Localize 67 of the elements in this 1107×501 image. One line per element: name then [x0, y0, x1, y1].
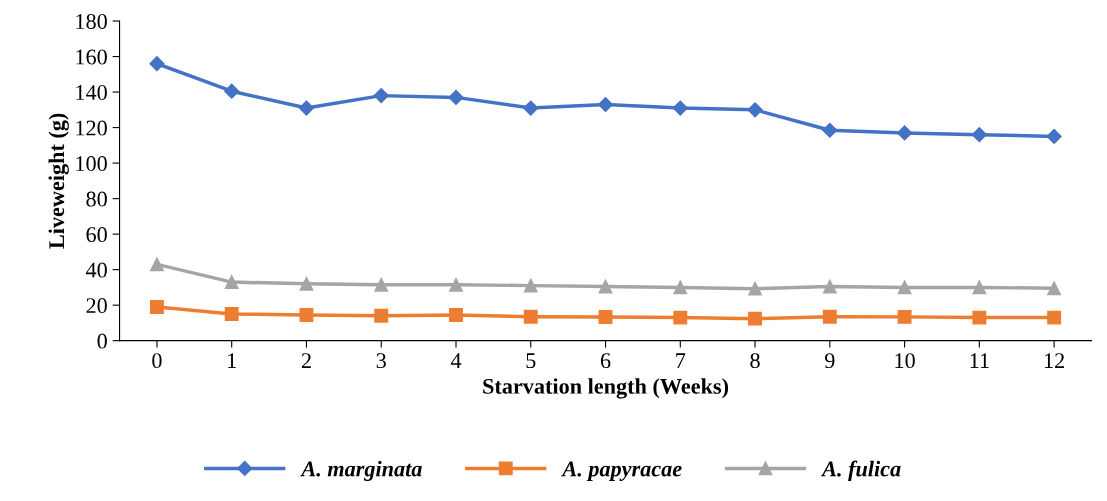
point [673, 310, 688, 325]
point [597, 96, 614, 113]
x-tick-label: 4 [450, 353, 462, 368]
legend-label: A. papyracae [561, 461, 682, 481]
x-tick-label: 1 [228, 353, 236, 368]
x-tick-label: 8 [750, 353, 760, 369]
point [598, 310, 613, 325]
point [299, 276, 314, 291]
point [224, 83, 240, 99]
point [449, 307, 463, 322]
point [822, 122, 838, 138]
y-tick-label: 40 [85, 262, 107, 278]
point [972, 310, 987, 325]
legend-label: A. fulica [821, 460, 901, 481]
y-tick-label: 140 [76, 85, 107, 100]
point [448, 89, 464, 105]
point [449, 277, 463, 292]
point [224, 307, 239, 321]
point [747, 102, 763, 118]
point [149, 299, 164, 314]
point [748, 281, 763, 296]
point [1046, 128, 1062, 145]
point [374, 308, 389, 323]
y-tick-label: 20 [86, 298, 107, 314]
point [972, 280, 987, 295]
x-tick-label: 3 [376, 353, 386, 369]
point [897, 125, 913, 141]
point [672, 100, 688, 116]
x-tick-label: 5 [526, 353, 536, 369]
point [748, 311, 763, 326]
point [598, 279, 613, 294]
point [523, 309, 538, 324]
point [298, 100, 315, 116]
x-tick-label: 9 [824, 353, 835, 369]
y-axis-title: Liveweight (g) [48, 113, 69, 249]
point [822, 309, 837, 324]
x-tick-label: 7 [676, 353, 686, 368]
y-tick-label: 80 [86, 191, 107, 207]
point [523, 278, 538, 293]
y-tick-label: 100 [76, 156, 107, 172]
point [1047, 281, 1062, 296]
y-tick-label: 160 [76, 49, 107, 65]
y-tick-label: 60 [86, 227, 107, 243]
point [1047, 310, 1062, 325]
point [897, 309, 912, 324]
point [374, 277, 389, 292]
point [373, 88, 389, 104]
y-tick-label: 120 [76, 120, 107, 136]
legend-label: A. marginata [300, 460, 422, 481]
x-tick-label: 12 [1044, 353, 1064, 368]
point [224, 275, 239, 290]
y-tick-label: 0 [97, 333, 107, 349]
y-tick-label: 180 [76, 13, 107, 29]
x-tick-label: 0 [152, 353, 162, 369]
point [149, 257, 164, 272]
x-axis-title: Starvation length (Weeks) [483, 378, 729, 399]
point [673, 280, 688, 295]
x-tick-label: 11 [970, 353, 989, 368]
point [822, 279, 837, 294]
point [523, 100, 539, 116]
point [971, 127, 987, 143]
x-tick-label: 6 [600, 353, 611, 369]
point [149, 56, 165, 72]
x-tick-label: 2 [301, 353, 311, 368]
x-tick-label: 10 [895, 353, 915, 369]
point [299, 307, 314, 322]
point [897, 280, 912, 295]
